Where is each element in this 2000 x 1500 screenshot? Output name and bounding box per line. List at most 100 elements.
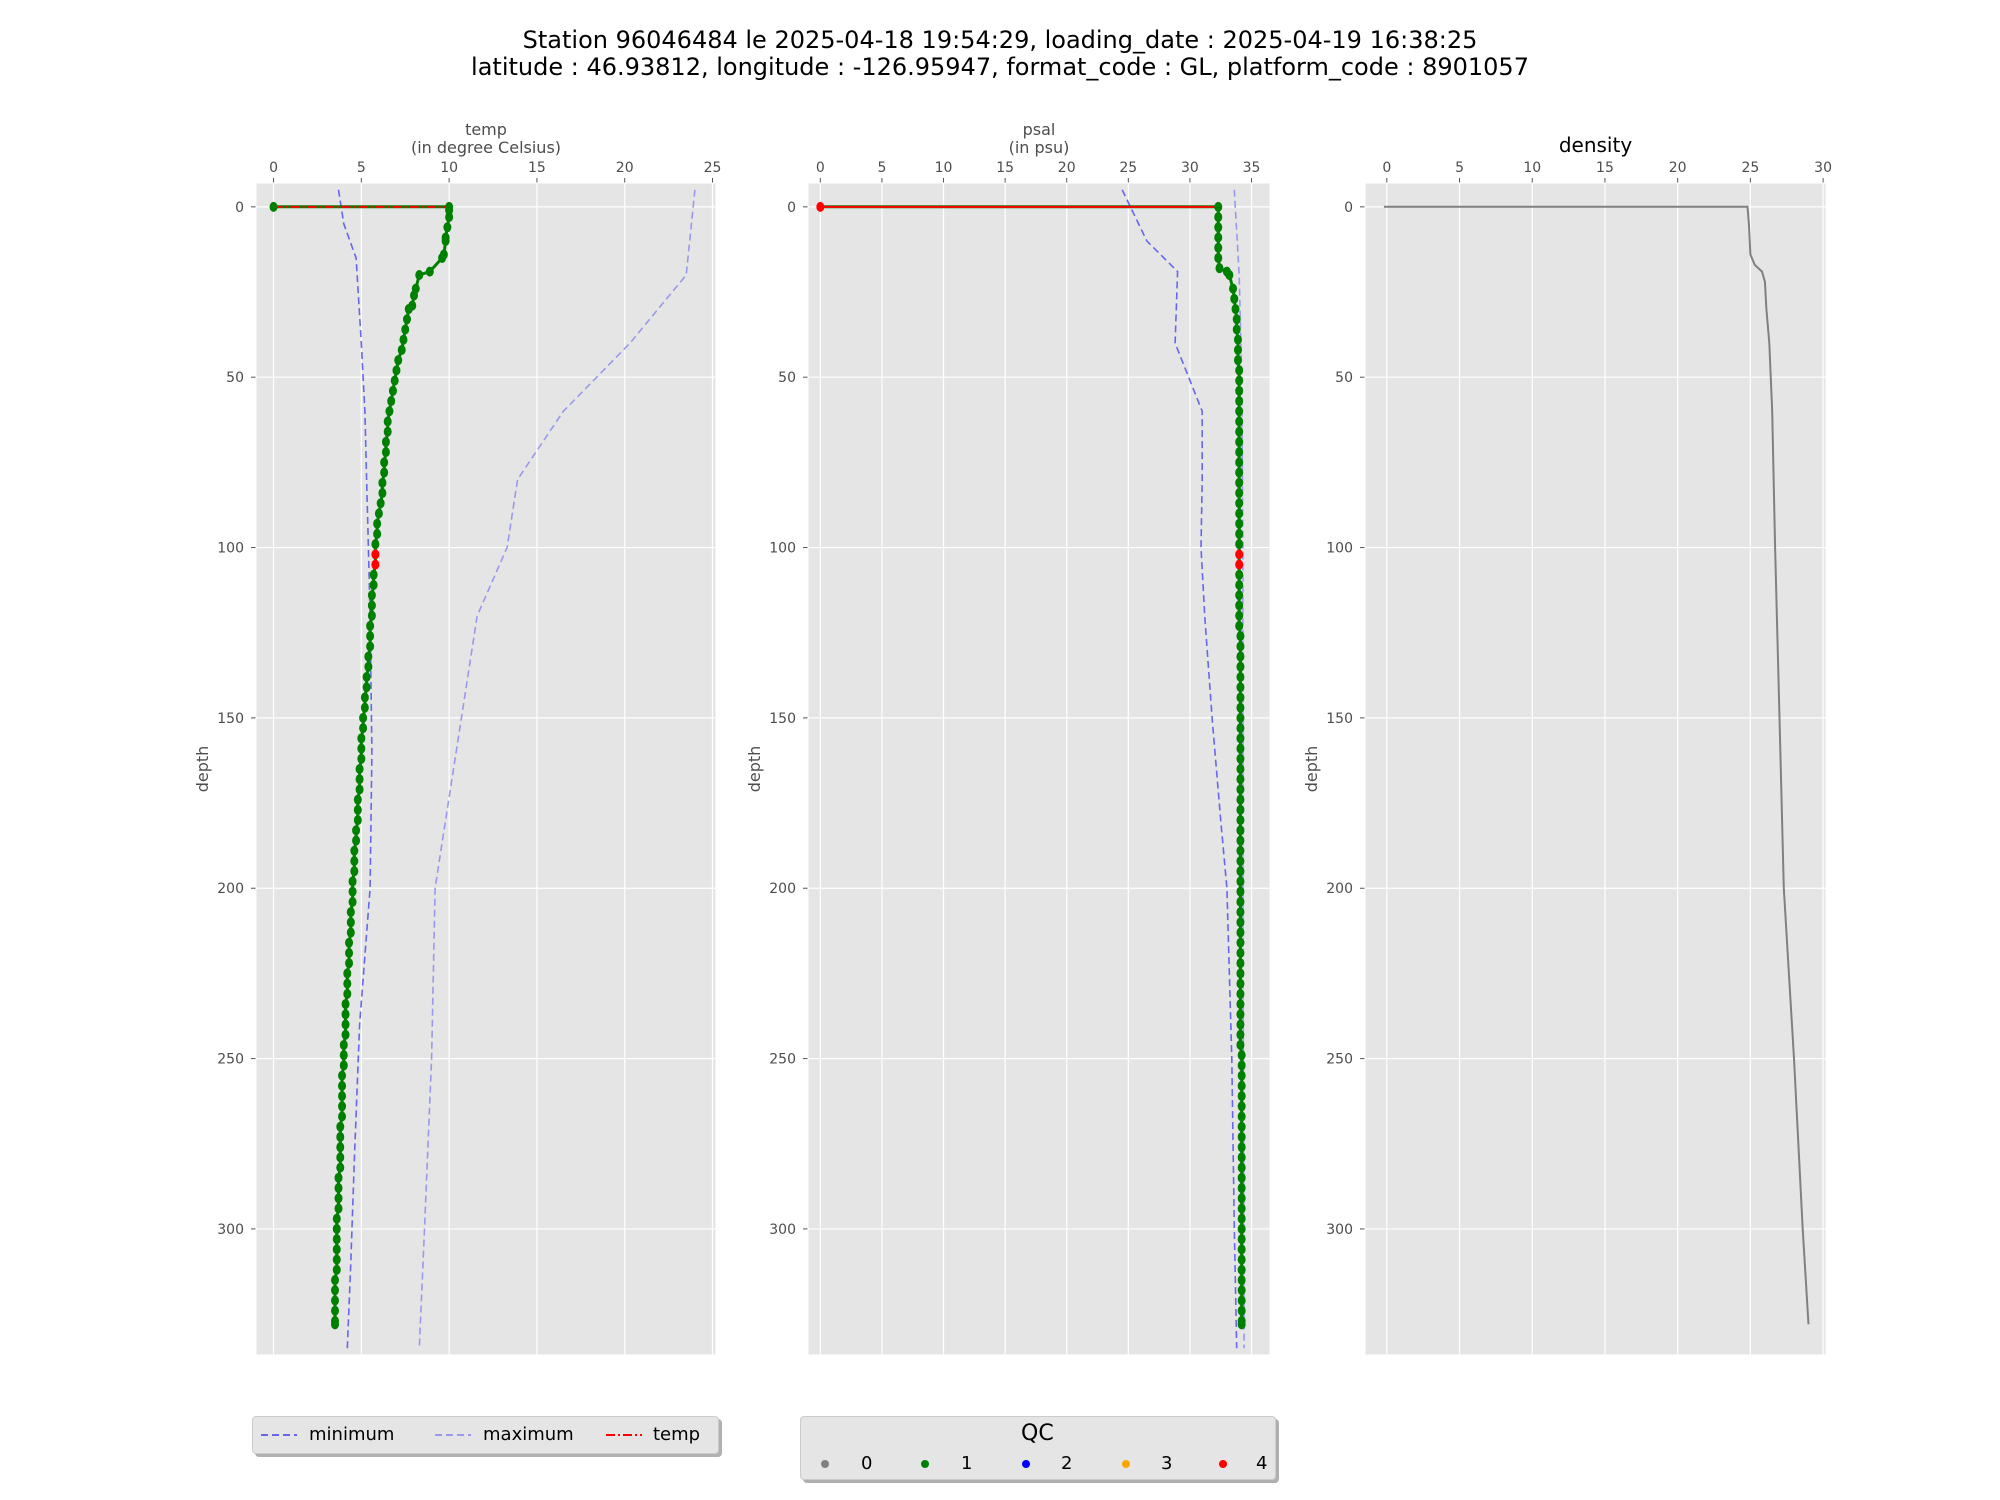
data-point [336, 1121, 345, 1132]
data-point [339, 1050, 348, 1061]
data-point [1229, 283, 1238, 294]
data-point [1237, 1060, 1246, 1071]
plot-area-1 [808, 183, 1270, 1355]
x-tick-label: 10 [935, 160, 953, 176]
data-point [362, 682, 371, 693]
data-point [359, 712, 368, 723]
y-axis-label: depth [193, 746, 212, 793]
data-point [350, 855, 359, 866]
y-tick-label: 100 [1326, 541, 1353, 557]
y-tick-label: 250 [217, 1052, 244, 1068]
data-point [332, 1234, 341, 1245]
data-point [357, 733, 366, 744]
data-point [1236, 692, 1245, 703]
data-point [1235, 559, 1244, 570]
data-point [348, 876, 357, 887]
data-point [1236, 988, 1245, 999]
x-tick-label: 10 [1523, 160, 1541, 176]
data-point [332, 1244, 341, 1255]
data-point [1237, 1091, 1246, 1102]
data-point [378, 477, 387, 488]
x-tick-label: 25 [1741, 160, 1759, 176]
data-point [1237, 1131, 1246, 1142]
plot-frame [807, 182, 1271, 1356]
chart-title-line-1: Station 96046484 le 2025-04-18 19:54:29,… [522, 26, 1478, 54]
data-point [338, 1111, 347, 1122]
data-point [334, 1183, 343, 1194]
y-tick-label: 0 [787, 200, 796, 216]
data-point [1237, 1193, 1246, 1204]
data-point [1235, 385, 1244, 396]
data-point [1236, 672, 1245, 683]
data-point [1237, 1234, 1246, 1245]
panel-title: density [1559, 133, 1632, 157]
data-point [1236, 804, 1245, 815]
data-point [1235, 457, 1244, 468]
data-point [355, 774, 364, 785]
x-tick-label: 10 [440, 160, 458, 176]
data-point [352, 825, 361, 836]
data-point [350, 845, 359, 856]
series-density [1383, 205, 1810, 1325]
x-tick-label: 35 [1243, 160, 1261, 176]
data-point [1237, 1275, 1246, 1286]
legend-temp-label: temp [653, 1424, 701, 1445]
panel-subtitle: (in degree Celsius) [411, 138, 561, 157]
data-point [401, 324, 410, 335]
x-tick-label: 0 [1382, 160, 1391, 176]
x-tick-label: 25 [704, 160, 722, 176]
data-point [367, 610, 376, 621]
data-point [339, 1039, 348, 1050]
y-tick-label: 50 [226, 370, 244, 386]
data-point [374, 508, 383, 519]
data-point [345, 937, 354, 948]
data-point [1236, 845, 1245, 856]
data-point [1236, 958, 1245, 969]
data-point [371, 549, 380, 560]
data-point [1235, 620, 1244, 631]
chart-title-line-2: latitude : 46.93812, longitude : -126.95… [471, 53, 1529, 81]
data-point [1236, 937, 1245, 948]
data-point [350, 866, 359, 877]
data-point [1236, 835, 1245, 846]
y-tick-label: 250 [1326, 1052, 1353, 1068]
data-point [339, 1060, 348, 1071]
data-point [1214, 212, 1223, 223]
data-point [1231, 304, 1240, 315]
data-point [371, 539, 380, 550]
data-point [1237, 1142, 1246, 1153]
legend-minimum-swatch [261, 1434, 297, 1436]
x-tick-label: 5 [877, 160, 886, 176]
data-point [1236, 753, 1245, 764]
data-point [1236, 999, 1245, 1010]
x-tick-label: 0 [816, 160, 825, 176]
y-tick-label: 100 [217, 541, 244, 557]
data-point [1215, 263, 1224, 274]
data-point [1237, 1295, 1246, 1306]
y-tick-label: 200 [1326, 881, 1353, 897]
data-point [353, 804, 362, 815]
panel-title: psal [1023, 120, 1056, 139]
x-tick-label: 15 [996, 160, 1014, 176]
data-point [334, 1203, 343, 1214]
data-point [1235, 375, 1244, 386]
data-point [1237, 1101, 1246, 1112]
panel-0 [251, 178, 717, 1356]
data-point [380, 457, 389, 468]
data-point [332, 1264, 341, 1275]
series-legend: minimum maximum temp [252, 1416, 719, 1454]
data-point [373, 528, 382, 539]
data-point [1230, 293, 1239, 304]
data-point [402, 314, 411, 325]
x-tick-label: 5 [357, 160, 366, 176]
data-point [388, 385, 397, 396]
data-point [1235, 508, 1244, 519]
data-point [336, 1142, 345, 1153]
data-point [360, 702, 369, 713]
x-tick-label: 30 [1814, 160, 1832, 176]
data-point [1235, 447, 1244, 458]
data-point [1237, 1305, 1246, 1316]
data-point [1236, 631, 1245, 642]
data-point [1237, 1244, 1246, 1255]
data-point [1235, 365, 1244, 376]
